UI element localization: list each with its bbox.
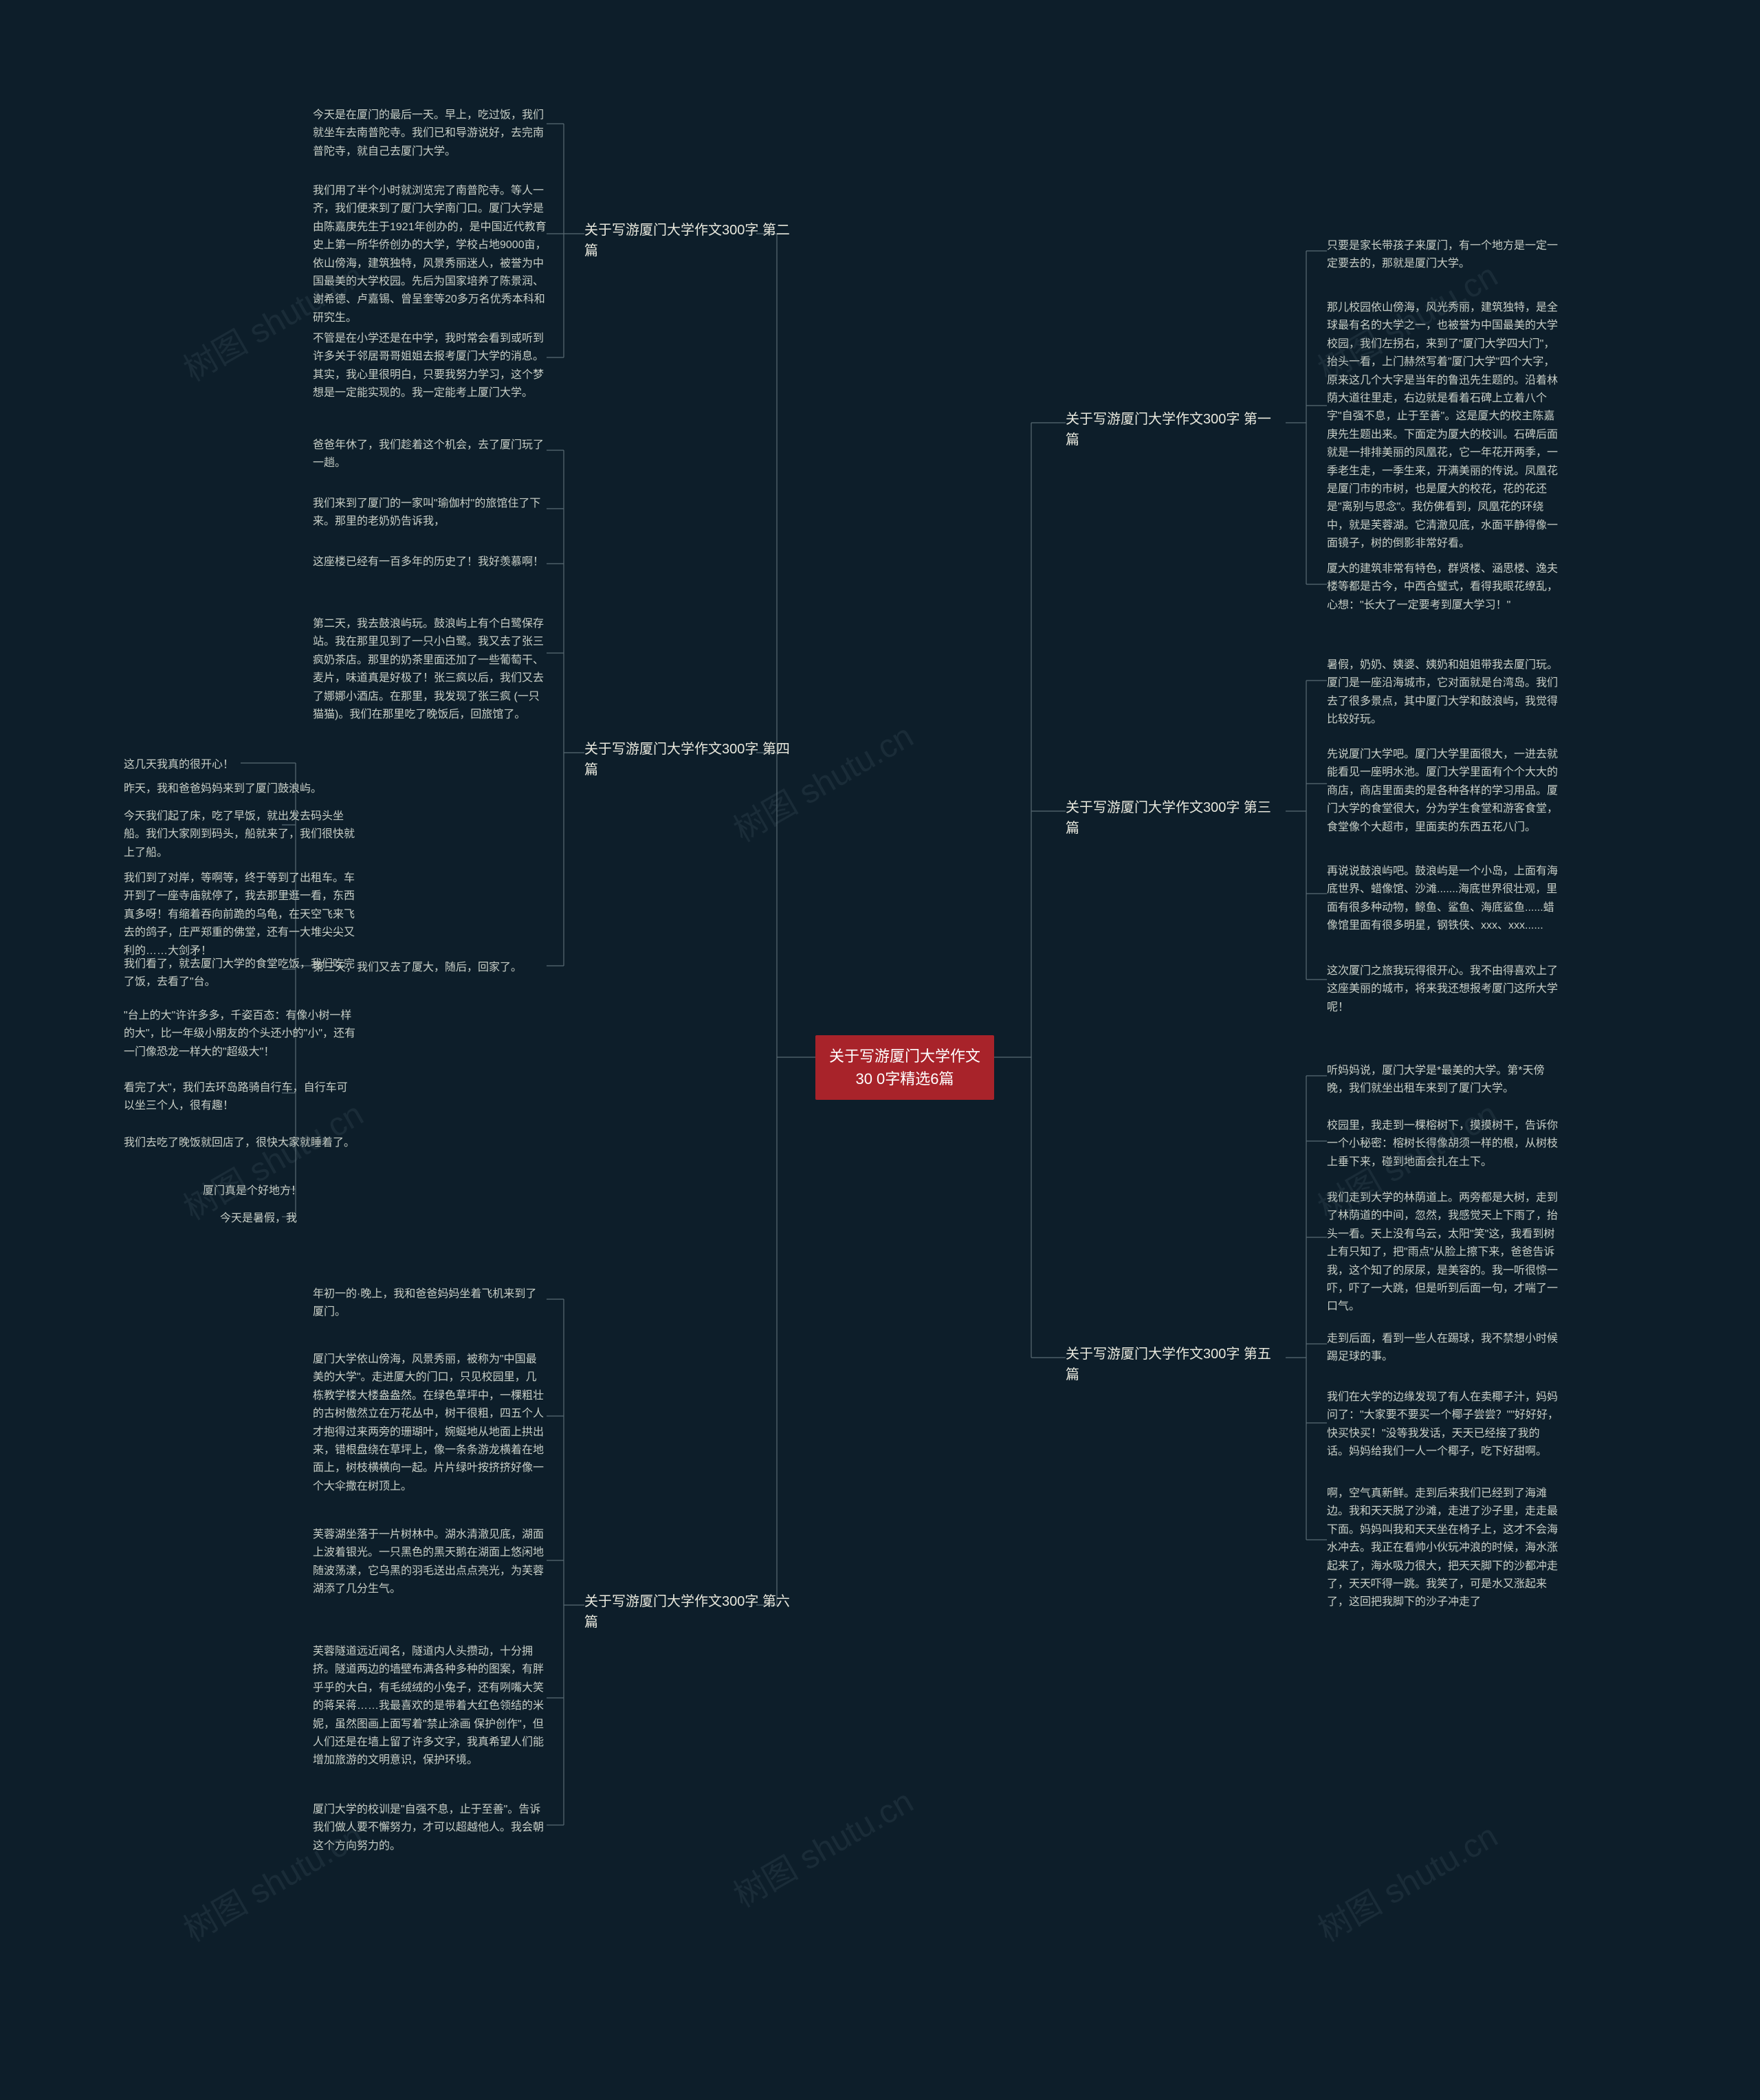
leaf-node: 年初一的·晚上，我和爸爸妈妈坐着飞机来到了厦门。 [313, 1285, 547, 1322]
leaf-node: 昨天，我和爸爸妈妈来到了厦门鼓浪屿。 [124, 780, 322, 798]
leaf-node: 校园里，我走到一棵榕树下，摸摸树干，告诉你一个小秘密：榕树长得像胡须一样的根，从… [1327, 1117, 1561, 1171]
branch-label: 关于写游厦门大学作文300字 第五 篇 [1066, 1344, 1286, 1385]
leaf-node: "台上的大"许许多多，千姿百态：有像小树一样的大"，比一年级小朋友的个头还小的"… [124, 1007, 358, 1061]
leaf-node: 那儿校园依山傍海，风光秀丽，建筑独特，是全球最有名的大学之一，也被誉为中国最美的… [1327, 299, 1561, 553]
leaf-node: 走到后面，看到一些人在踢球，我不禁想小时候踢足球的事。 [1327, 1330, 1561, 1367]
leaf-node: 我们去吃了晚饭就回店了，很快大家就睡着了。 [124, 1134, 355, 1152]
branch-label: 关于写游厦门大学作文300字 第三 篇 [1066, 797, 1286, 839]
leaf-node: 今天是暑假，我 [220, 1210, 297, 1228]
leaf-node: 厦大的建筑非常有特色，群贤楼、涵思楼、逸夫楼等都是古今，中西合璧式，看得我眼花缭… [1327, 560, 1561, 615]
branch-label: 关于写游厦门大学作文300字 第四 篇 [584, 739, 804, 780]
leaf-node: 我们走到大学的林荫道上。两旁都是大树，走到了林荫道的中间，忽然，我感觉天上下雨了… [1327, 1189, 1561, 1316]
leaf-node: 先说厦门大学吧。厦门大学里面很大，一进去就能看见一座明水池。厦门大学里面有个个大… [1327, 746, 1561, 837]
mindmap-root: 关于写游厦门大学作文30 0字精选6篇 [815, 1035, 994, 1100]
leaf-node: 第二天，我去鼓浪屿玩。鼓浪屿上有个白鹭保存站。我在那里见到了一只小白鹭。我又去了… [313, 615, 547, 724]
leaf-node: 再说说鼓浪屿吧。鼓浪屿是一个小岛，上面有海底世界、蜡像馆、沙滩.......海底… [1327, 863, 1561, 936]
leaf-node: 这次厦门之旅我玩得很开心。我不由得喜欢上了这座美丽的城市，将来我还想报考厦门这所… [1327, 962, 1561, 1017]
watermark: 树图 shutu.cn [723, 1775, 921, 1916]
leaf-node: 今天我们起了床，吃了早饭，就出发去码头坐船。我们大家刚到码头，船就来了，我们很快… [124, 808, 358, 862]
leaf-node: 我们到了对岸，等啊等，终于等到了出租车。车开到了一座寺庙就停了，我去那里逛一看，… [124, 870, 358, 960]
leaf-node: 我们来到了厦门的一家叫"瑜伽村"的旅馆住了下来。那里的老奶奶告诉我， [313, 495, 547, 531]
watermark: 树图 shutu.cn [1308, 1809, 1505, 1951]
branch-label: 关于写游厦门大学作文300字 第六 篇 [584, 1591, 804, 1633]
leaf-node: 啊，空气真新鲜。走到后来我们已经到了海滩边。我和天天脱了沙滩，走进了沙子里，走走… [1327, 1485, 1561, 1612]
leaf-node: 这座楼已经有一百多年的历史了！我好羡慕啊！ [313, 553, 544, 571]
leaf-node: 第三天，我们又去了厦大，随后，回家了。 [313, 959, 522, 977]
branch-label: 关于写游厦门大学作文300字 第二 篇 [584, 220, 804, 261]
leaf-node: 这几天我真的很开心！ [124, 756, 234, 774]
leaf-node: 暑假，奶奶、姨婆、姨奶和姐姐带我去厦门玩。厦门是一座沿海城市，它对面就是台湾岛。… [1327, 656, 1561, 729]
branch-label: 关于写游厦门大学作文300字 第一 篇 [1066, 409, 1286, 450]
leaf-node: 厦门真是个好地方！ [203, 1182, 302, 1200]
leaf-node: 只要是家长带孩子来厦门，有一个地方是一定一定要去的，那就是厦门大学。 [1327, 237, 1561, 274]
leaf-node: 厦门大学的校训是"自强不息，止于至善"。告诉我们做人要不懈努力，才可以超越他人。… [313, 1801, 547, 1855]
leaf-node: 我们在大学的边缘发现了有人在卖椰子汁，妈妈问了："大家要不要买一个椰子尝尝？""… [1327, 1389, 1561, 1461]
leaf-node: 今天是在厦门的最后一天。早上，吃过饭，我们就坐车去南普陀寺。我们已和导游说好，去… [313, 107, 547, 161]
leaf-node: 看完了大"，我们去环岛路骑自行车，自行车可以坐三个人，很有趣！ [124, 1079, 358, 1116]
leaf-node: 不管是在小学还是在中学，我时常会看到或听到许多关于邻居哥哥姐姐去报考厦门大学的消… [313, 330, 547, 403]
leaf-node: 爸爸年休了，我们趁着这个机会，去了厦门玩了一趟。 [313, 436, 547, 473]
watermark: 树图 shutu.cn [723, 709, 921, 851]
leaf-node: 听妈妈说，厦门大学是*最美的大学。第*天傍晚，我们就坐出租车来到了厦门大学。 [1327, 1062, 1561, 1098]
leaf-node: 芙蓉隧道远近闻名，隧道内人头攒动，十分拥挤。隧道两边的墙壁布满各种多种的图案，有… [313, 1643, 547, 1770]
leaf-node: 芙蓉湖坐落于一片树林中。湖水清澈见底，湖面上波着银光。一只黑色的黑天鹅在湖面上悠… [313, 1526, 547, 1599]
leaf-node: 厦门大学依山傍海，风景秀丽，被称为"中国最美的大学"。走进厦大的门口，只见校园里… [313, 1351, 547, 1496]
leaf-node: 我们用了半个小时就浏览完了南普陀寺。等人一齐，我们便来到了厦门大学南门口。厦门大… [313, 182, 547, 327]
